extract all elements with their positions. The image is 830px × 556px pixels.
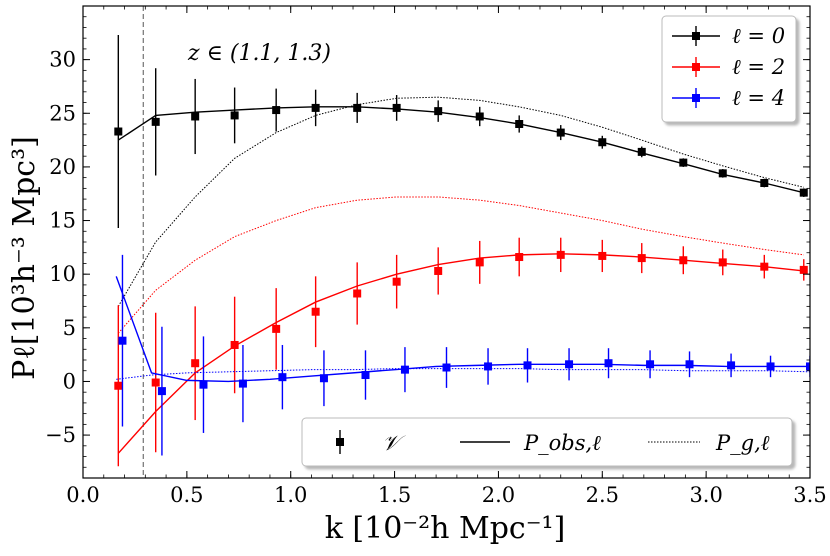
x-tick-label: 3.5 — [793, 483, 826, 507]
data-point — [392, 277, 401, 286]
legend-marker — [692, 63, 700, 71]
x-tick-label: 0.0 — [66, 483, 99, 507]
model-curve — [115, 276, 810, 383]
pg-curve — [117, 196, 804, 334]
data-point — [685, 360, 694, 369]
data-point — [157, 387, 166, 396]
data-point — [766, 362, 775, 371]
redshift-annotation: z ∈ (1.1, 1.3) — [187, 41, 331, 66]
series-1 — [114, 196, 808, 467]
data-point — [475, 258, 484, 267]
data-point — [191, 112, 200, 121]
data-point — [679, 256, 688, 265]
data-point — [392, 103, 401, 112]
y-tick-label: −5 — [45, 423, 76, 447]
pg-curve — [117, 96, 804, 307]
data-point — [442, 363, 451, 372]
tick-labels: 0.0 0.5 1.0 1.5 2.0 2.5 3.0 3.5 −5 0 5 10 15 20 25 30 — [45, 48, 827, 507]
y-tick-label: 10 — [49, 262, 76, 286]
x-tick-label: 3.0 — [689, 483, 722, 507]
legend-label: ℓ = 2 — [732, 55, 785, 79]
data-point — [515, 120, 524, 128]
y-tick-label: 20 — [49, 155, 76, 179]
data-point — [604, 359, 613, 368]
series-2 — [115, 254, 810, 456]
y-tick-label: 25 — [49, 101, 76, 125]
data-point — [151, 117, 160, 126]
data-point — [679, 158, 688, 167]
pg-curve — [116, 368, 810, 380]
data-point — [230, 340, 239, 349]
data-point — [484, 362, 493, 371]
data-point — [191, 359, 200, 368]
legend-label: P_obs,ℓ — [523, 431, 601, 455]
data-point — [230, 111, 239, 120]
data-point — [400, 365, 409, 374]
data-point — [272, 106, 281, 115]
data-point — [760, 262, 769, 271]
data-point — [515, 253, 524, 262]
legend-estimators: 𝒱 P_obs,ℓ P_g,ℓ — [301, 417, 793, 467]
data-point — [311, 307, 320, 316]
data-point — [434, 107, 443, 116]
data-point — [646, 360, 655, 369]
data-point — [637, 254, 646, 263]
x-tick-label: 0.5 — [170, 483, 203, 507]
legend-multipoles: ℓ = 0 ℓ = 2 ℓ = 4 — [661, 15, 797, 123]
y-tick-label: 5 — [63, 316, 76, 340]
model-curve — [117, 253, 804, 454]
data-point — [718, 169, 727, 178]
series-0 — [114, 34, 808, 307]
data-point — [806, 362, 810, 371]
data-point — [114, 127, 123, 136]
data-point — [278, 373, 287, 382]
y-tick-label: 15 — [49, 209, 76, 233]
data-point — [523, 361, 532, 370]
legend-marker — [692, 94, 700, 102]
x-tick-label: 2.0 — [482, 483, 515, 507]
data-point — [760, 179, 769, 187]
data-point — [556, 250, 565, 259]
data-point — [799, 265, 808, 274]
data-point — [556, 128, 565, 137]
data-point — [598, 138, 607, 147]
data-point — [434, 266, 443, 275]
data-point — [475, 112, 484, 121]
data-point — [718, 258, 727, 267]
data-point — [799, 188, 808, 197]
legend-label: ℓ = 4 — [732, 86, 785, 110]
y-tick-label: 30 — [49, 48, 76, 72]
data-point — [118, 336, 127, 345]
y-axis-label: Pℓ[10³h⁻³ Mpc³] — [7, 136, 42, 380]
data-point — [311, 103, 320, 112]
data-point — [114, 381, 123, 390]
data-point — [565, 360, 574, 369]
legend-marker — [692, 32, 700, 40]
data-point — [598, 251, 607, 260]
axis-ticks — [82, 6, 811, 478]
data-point — [238, 379, 247, 388]
x-tick-label: 1.0 — [274, 483, 307, 507]
data-point — [353, 289, 362, 298]
data-point — [151, 378, 160, 387]
x-tick-label: 2.5 — [586, 483, 619, 507]
legend-label: ℓ = 0 — [732, 24, 785, 48]
data-point — [353, 103, 362, 112]
data-point — [727, 361, 736, 370]
plot-marks — [114, 6, 810, 478]
model-curve — [117, 106, 804, 194]
legend-label: P_g,ℓ — [715, 431, 770, 455]
data-point — [637, 147, 646, 156]
y-tick-label: 0 — [63, 369, 76, 393]
data-point — [199, 380, 208, 389]
data-point — [361, 371, 370, 380]
x-tick-label: 1.5 — [378, 483, 411, 507]
legend-marker — [336, 438, 344, 446]
x-axis-label: k [10⁻²h Mpc⁻¹] — [325, 511, 566, 546]
data-point — [319, 374, 328, 383]
data-point — [272, 324, 281, 333]
